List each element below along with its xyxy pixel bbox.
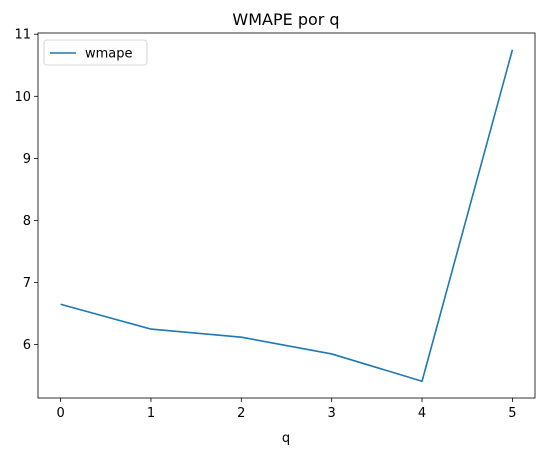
- y-tick-label: 7: [23, 276, 31, 291]
- x-tick-label: 4: [418, 406, 426, 421]
- y-tick-label: 11: [14, 28, 31, 43]
- y-tick-label: 8: [23, 214, 31, 229]
- series-line-wmape: [60, 49, 514, 383]
- x-tick-label: 1: [147, 406, 155, 421]
- x-axis-label: q: [282, 431, 290, 446]
- x-tick-label: 5: [508, 406, 516, 421]
- y-tick-label: 6: [23, 338, 31, 353]
- y-tick-label: 9: [23, 152, 31, 167]
- axes-frame: [37, 32, 536, 399]
- y-tick-label: 10: [14, 90, 31, 105]
- legend-box: [43, 39, 148, 66]
- plot-area: 0 1 2 3 4 5 6 7 8 9 10 11 wmape: [14, 28, 536, 421]
- chart-title: WMAPE por q: [232, 10, 339, 29]
- x-tick-label: 3: [328, 406, 336, 421]
- x-tick-label: 2: [237, 406, 245, 421]
- x-tick-label: 0: [56, 406, 64, 421]
- legend-label: wmape: [85, 47, 133, 62]
